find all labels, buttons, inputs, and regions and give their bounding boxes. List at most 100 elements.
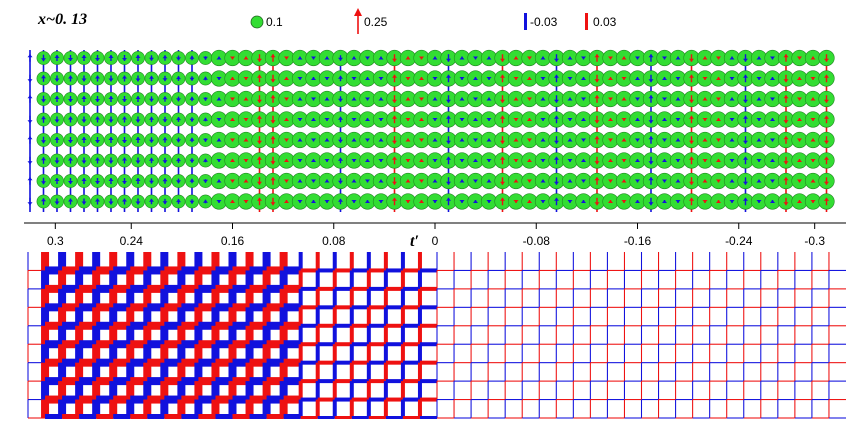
bond-horizontal <box>334 305 352 310</box>
bond-vertical <box>332 288 337 308</box>
bond-vertical <box>228 325 237 345</box>
spin-arrow-head <box>824 140 829 144</box>
spin-arrow-head <box>459 159 465 162</box>
bond-horizontal <box>590 417 608 419</box>
bond-horizontal <box>266 414 284 422</box>
bond-vertical <box>555 252 557 271</box>
bond-horizontal <box>454 399 472 401</box>
bond-vertical <box>623 288 625 308</box>
bond-horizontal <box>419 416 437 420</box>
bond-vertical <box>315 288 320 308</box>
bond-horizontal <box>675 362 693 364</box>
bond-horizontal <box>556 399 574 401</box>
bond-vertical <box>828 399 830 418</box>
bond-horizontal <box>351 360 369 365</box>
bond-vertical <box>504 362 506 382</box>
bond-vertical <box>589 325 591 345</box>
bond-vertical <box>126 307 135 326</box>
bond-vertical <box>298 307 303 326</box>
bond-vertical <box>143 270 152 289</box>
bond-vertical <box>92 399 101 418</box>
spin-arrow-head <box>270 120 276 124</box>
bond-vertical <box>298 288 303 308</box>
spin-arrow-head <box>432 179 438 183</box>
bond-horizontal <box>607 306 625 308</box>
bond-horizontal <box>828 288 846 290</box>
bond-vertical <box>589 252 591 271</box>
bond-vertical <box>366 344 371 363</box>
legend: 0.1 0.25 -0.03 0.03 <box>250 8 617 34</box>
bond-horizontal <box>402 286 420 291</box>
spin-arrow-head <box>770 159 775 162</box>
bond-horizontal <box>607 343 625 345</box>
legend-bond-pos-label: 0.03 <box>593 15 617 29</box>
spin-arrow-head <box>716 56 721 60</box>
spin-arrow-head <box>378 56 384 60</box>
spin-arrow-head <box>756 159 762 162</box>
bond-vertical <box>262 252 271 271</box>
bond-vertical <box>623 270 625 289</box>
spin-arrow-head <box>95 181 100 184</box>
bond-vertical <box>572 325 574 345</box>
bond-horizontal <box>590 380 608 382</box>
bond-horizontal <box>130 340 148 349</box>
bond-vertical <box>555 288 557 308</box>
bond-horizontal <box>539 380 557 382</box>
spin-arrow-head <box>824 115 829 119</box>
bond-horizontal <box>96 321 114 330</box>
spin-arrow-head <box>581 56 586 60</box>
bond-vertical <box>228 399 237 418</box>
spin-arrow-head <box>554 197 559 201</box>
spin-arrow-head <box>338 198 343 202</box>
spin-arrow-head <box>594 136 600 140</box>
bond-horizontal <box>300 268 318 273</box>
spin-arrow-head <box>54 201 60 205</box>
spin-arrow-head <box>527 159 532 162</box>
bond-horizontal <box>828 380 846 382</box>
spin-arrow-head <box>810 77 816 80</box>
site-column <box>77 50 91 212</box>
bond-horizontal <box>164 414 182 422</box>
bond-horizontal <box>28 417 46 419</box>
spin-arrow-head <box>68 198 73 202</box>
bond-horizontal <box>488 362 506 364</box>
bond-vertical <box>194 362 203 382</box>
spin-arrow-head <box>392 156 397 160</box>
bond-horizontal <box>351 379 369 384</box>
spin-arrow-head <box>594 177 600 181</box>
bond-vertical <box>92 252 101 271</box>
bond-vertical <box>194 288 203 308</box>
spin-arrow-head <box>608 118 613 121</box>
bond-vertical <box>366 381 371 400</box>
bond-horizontal <box>709 288 727 290</box>
bond-horizontal <box>828 325 846 327</box>
spin-arrow-head <box>162 119 168 123</box>
spin-arrow-head <box>810 56 816 60</box>
bond-vertical <box>777 270 779 289</box>
bond-horizontal <box>368 305 386 310</box>
bond-vertical <box>245 325 254 345</box>
bond-horizontal <box>317 305 335 310</box>
bond-horizontal <box>232 321 250 330</box>
spin-arrow-head <box>27 95 33 99</box>
bond-horizontal <box>573 269 591 271</box>
bond-vertical <box>743 325 745 345</box>
bond-vertical <box>487 381 489 400</box>
bond-horizontal <box>402 323 420 328</box>
bond-horizontal <box>300 360 318 365</box>
spin-arrow-head <box>729 56 735 60</box>
bond-vertical <box>126 288 135 308</box>
bond-horizontal <box>777 417 795 419</box>
bond-vertical <box>538 288 540 308</box>
bond-vertical <box>298 252 303 271</box>
spin-arrow-head <box>486 77 492 80</box>
bond-vertical <box>709 252 711 271</box>
bond-horizontal <box>794 288 812 290</box>
spin-arrow-head <box>608 97 613 101</box>
spin-arrow-head <box>567 56 573 60</box>
spin-arrow-head <box>378 118 384 121</box>
bond-vertical <box>692 270 694 289</box>
bond-horizontal <box>198 377 216 386</box>
spin-arrow-head <box>648 202 654 206</box>
spin-arrow-head <box>756 200 762 203</box>
